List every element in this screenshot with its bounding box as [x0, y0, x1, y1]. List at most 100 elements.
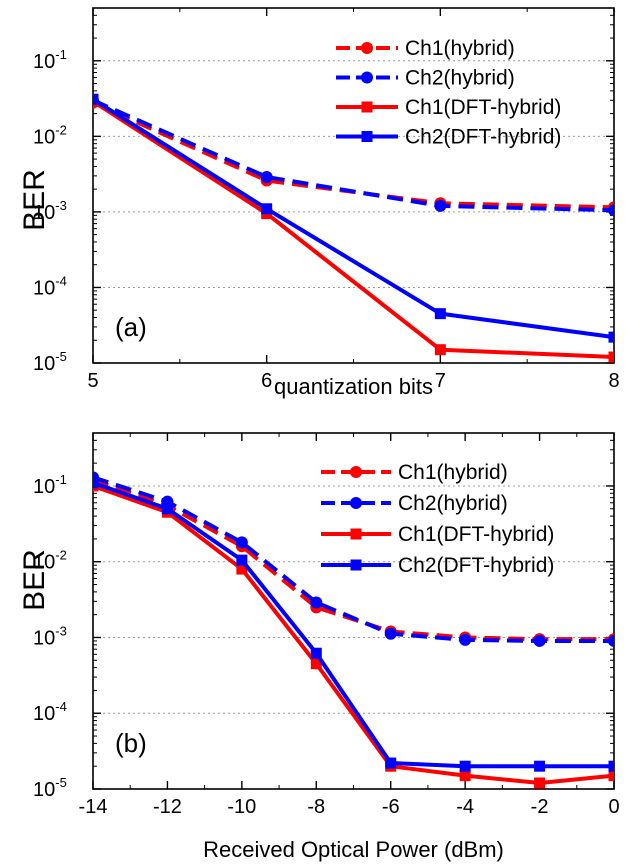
series-line: [93, 484, 614, 786]
panel-label: (a): [115, 312, 147, 342]
y-tick-exponent: -3: [55, 623, 67, 638]
data-area: [93, 471, 614, 789]
data-point: [310, 658, 322, 670]
y-tick-base: 10: [33, 202, 55, 224]
y-tick-label: 10-5: [33, 775, 67, 801]
x-tick-label: 7: [435, 370, 446, 392]
x-axis-title: Received Optical Power (dBm): [203, 837, 504, 862]
y-tick-base: 10: [33, 126, 55, 148]
legend: Ch1(hybrid) Ch2(hybrid) Ch1(DFT-hybrid) Ch2…: [336, 37, 561, 149]
data-point: [608, 331, 614, 343]
legend: Ch1(hybrid) Ch2(hybrid) Ch1(DFT-hybrid) Ch2…: [321, 461, 554, 577]
legend-label: Ch2(hybrid): [398, 492, 508, 515]
chart-panel-b: 10-510-410-310-210-1-14 -12 -10 -8 -6 -4 -2 0Re…: [18, 432, 620, 862]
series-line: [93, 98, 614, 213]
x-tick-label: -6: [382, 796, 400, 818]
data-point: [385, 757, 397, 769]
data-point: [236, 563, 248, 575]
legend-marker: [361, 71, 373, 84]
data-point: [434, 344, 446, 356]
y-tick-label: 10-1: [33, 47, 67, 73]
data-point: [459, 633, 472, 646]
data-point: [260, 170, 273, 183]
y-tick-base: 10: [33, 476, 55, 498]
data-point: [261, 203, 273, 215]
legend-marker: [361, 131, 373, 142]
x-tick-label: 6: [261, 370, 272, 392]
legend-label: Ch1(DFT-hybrid): [405, 96, 561, 119]
y-tick-label: 10-4: [33, 273, 67, 299]
plot-frame: [92, 432, 615, 790]
data-point: [161, 503, 173, 515]
y-axis-title: BER: [18, 549, 51, 611]
data-point: [459, 770, 471, 782]
y-tick-exponent: -5: [55, 775, 67, 790]
y-tick-exponent: -4: [55, 699, 67, 714]
y-tick-base: 10: [33, 353, 55, 375]
legend-label: Ch1(hybrid): [398, 461, 508, 484]
x-tick-label: 5: [87, 370, 98, 392]
plot-frame: [92, 7, 615, 364]
legend-label: Ch2(hybrid): [405, 67, 515, 90]
data-point: [310, 596, 323, 609]
data-point: [310, 647, 322, 659]
legend-marker: [361, 42, 373, 54]
data-point: [608, 351, 614, 363]
x-tick-label: -4: [456, 796, 474, 818]
panel-label: (b): [115, 728, 147, 758]
y-tick-exponent: -2: [55, 548, 67, 563]
y-tick-label: 10-1: [33, 472, 67, 498]
legend-marker: [350, 559, 362, 571]
y-tick-label: 10-4: [33, 699, 67, 725]
data-point: [608, 634, 614, 647]
data-point: [459, 760, 471, 772]
x-tick-label: -12: [153, 796, 182, 818]
legend-label: Ch2(DFT-hybrid): [405, 126, 561, 149]
x-axis-title: quantization bits: [274, 374, 433, 399]
y-tick-base: 10: [33, 277, 55, 299]
data-point: [93, 477, 99, 489]
y-tick-base: 10: [33, 703, 55, 725]
series-line: [93, 480, 614, 769]
data-point: [434, 308, 446, 320]
y-tick-label: 10-3: [33, 198, 67, 224]
y-tick-label: 10-2: [33, 548, 67, 574]
legend-label: Ch1(DFT-hybrid): [398, 523, 554, 546]
series-line: [93, 97, 614, 340]
y-axis-title: BER: [18, 169, 51, 231]
data-point: [236, 554, 248, 566]
legend-label: Ch2(DFT-hybrid): [398, 554, 554, 577]
x-tick-label: -2: [531, 796, 549, 818]
y-tick-exponent: -1: [55, 472, 67, 487]
legend-marker: [350, 466, 362, 478]
legend-marker: [361, 101, 373, 113]
y-tick-exponent: -3: [55, 198, 67, 213]
y-tick-exponent: -4: [55, 273, 67, 288]
series-line: [93, 475, 614, 643]
y-tick-base: 10: [33, 627, 55, 649]
legend-label: Ch1(hybrid): [405, 37, 515, 60]
data-point: [608, 204, 614, 217]
y-tick-label: 10-2: [33, 122, 67, 148]
data-point: [533, 634, 546, 647]
legend-marker: [350, 528, 362, 540]
data-point: [384, 627, 397, 640]
x-tick-label: 0: [608, 796, 619, 818]
y-tick-base: 10: [33, 552, 55, 574]
data-point: [434, 199, 447, 212]
y-tick-exponent: -5: [55, 349, 67, 364]
y-tick-label: 10-3: [33, 623, 67, 649]
x-tick-label: -8: [307, 796, 325, 818]
x-tick-label: -10: [227, 796, 256, 818]
data-point: [93, 93, 99, 105]
x-tick-label: 8: [608, 370, 619, 392]
data-point: [608, 760, 614, 772]
data-area: [93, 93, 614, 363]
legend-marker: [350, 497, 362, 509]
data-point: [235, 536, 248, 549]
data-point: [534, 760, 546, 772]
data-point: [608, 770, 614, 782]
y-tick-base: 10: [33, 51, 55, 73]
